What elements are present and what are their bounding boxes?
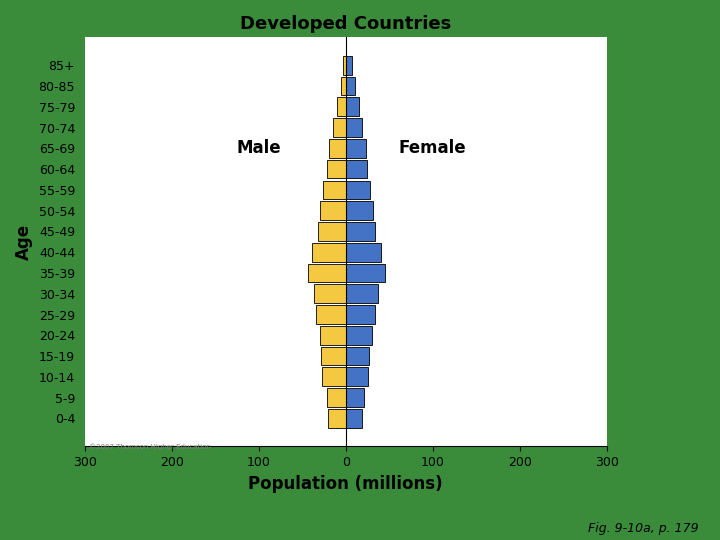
Bar xyxy=(346,118,362,137)
Bar xyxy=(346,388,364,407)
Bar xyxy=(346,160,367,179)
Bar xyxy=(346,77,355,96)
Bar xyxy=(346,243,380,261)
Bar xyxy=(346,409,362,428)
Title: Developed Countries: Developed Countries xyxy=(240,15,451,33)
Bar xyxy=(313,285,346,303)
Bar xyxy=(346,285,378,303)
Text: Male: Male xyxy=(236,139,281,157)
Bar xyxy=(346,180,370,199)
Bar xyxy=(343,56,346,75)
Bar xyxy=(346,347,369,366)
Bar xyxy=(346,56,352,75)
Bar xyxy=(333,118,346,137)
Y-axis label: Age: Age xyxy=(15,224,33,260)
Bar xyxy=(346,305,375,324)
Bar xyxy=(346,222,375,241)
Text: Fig. 9-10a, p. 179: Fig. 9-10a, p. 179 xyxy=(588,522,698,535)
Text: Female: Female xyxy=(399,139,467,157)
Bar xyxy=(318,222,346,241)
Bar xyxy=(328,409,346,428)
Bar xyxy=(346,139,366,158)
Bar xyxy=(312,243,346,261)
Bar xyxy=(346,97,359,116)
Bar xyxy=(329,139,346,158)
Bar xyxy=(327,160,346,179)
Text: ©2007 Thomson Higher Education: ©2007 Thomson Higher Education xyxy=(89,443,211,450)
Bar xyxy=(316,305,346,324)
Bar xyxy=(308,264,346,282)
Bar xyxy=(341,77,346,96)
Bar xyxy=(327,388,346,407)
Bar xyxy=(346,264,385,282)
Bar xyxy=(321,347,346,366)
Bar xyxy=(346,326,372,345)
Bar xyxy=(323,180,346,199)
Bar xyxy=(320,326,346,345)
X-axis label: Population (millions): Population (millions) xyxy=(248,475,443,492)
Bar xyxy=(346,201,373,220)
Bar xyxy=(323,368,346,386)
Bar xyxy=(320,201,346,220)
Bar xyxy=(346,368,369,386)
Bar xyxy=(337,97,346,116)
